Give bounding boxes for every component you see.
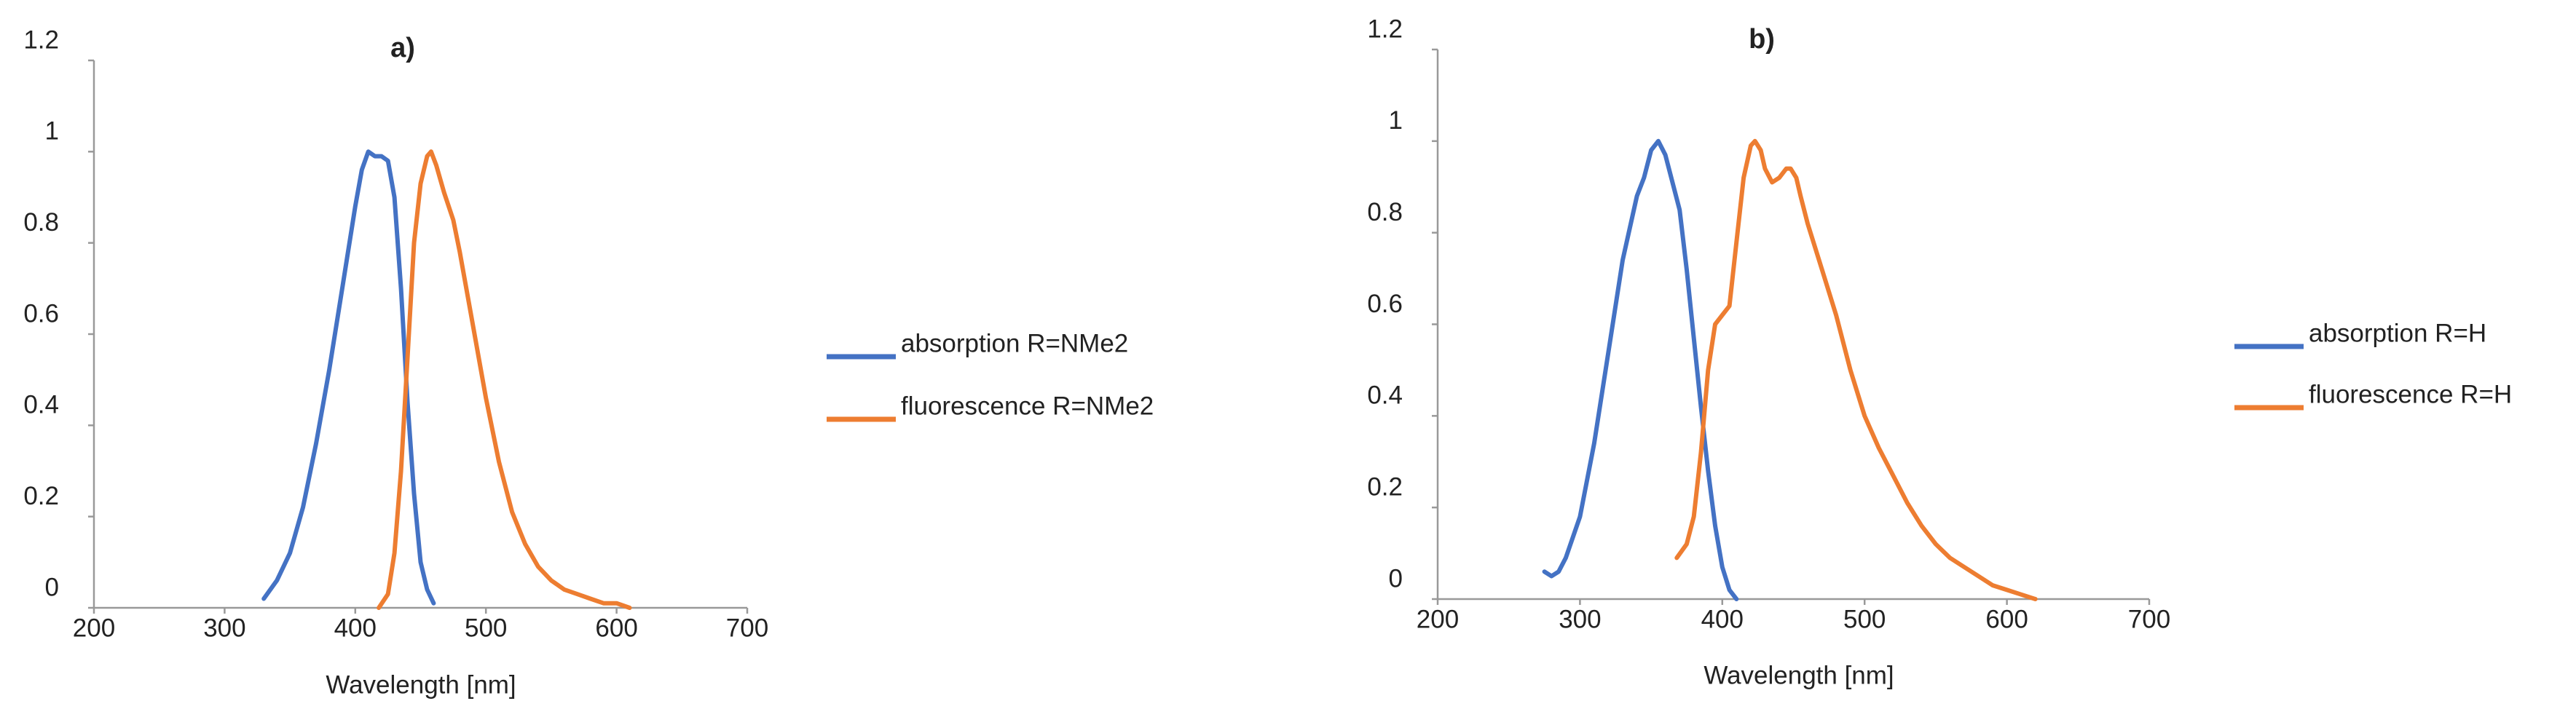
x-tick-label: 600 [1985,605,2028,633]
x-tick-label: 500 [1843,605,1886,633]
x-tick-label: 300 [1559,605,1601,633]
y-tick-label: 0.2 [23,482,59,510]
legend-label: fluorescence R=NMe2 [901,392,1154,420]
y-tick-label: 0 [1389,564,1403,593]
x-tick-label: 400 [1701,605,1744,633]
x-tick-label: 300 [203,614,245,642]
y-tick-label: 0.2 [1367,472,1403,501]
y-tick-label: 0.8 [23,208,59,237]
legend-label: fluorescence R=H [2309,380,2512,408]
x-axis-label: Wavelength [nm] [326,670,516,699]
chart-title: a) [390,33,415,63]
series-line [261,149,436,606]
chart-title: b) [1749,24,1775,55]
x-tick-label: 200 [1417,605,1459,633]
series-line [1542,138,1739,601]
y-tick-label: 0.4 [1367,381,1403,410]
legend-label: absorption R=H [2309,319,2486,347]
series-line [377,149,632,610]
x-tick-label: 700 [726,614,768,642]
legend-label: absorption R=NMe2 [901,329,1128,357]
y-tick-label: 1 [45,117,59,146]
y-tick-label: 0.8 [1367,198,1403,226]
y-tick-label: 0.4 [23,391,59,419]
x-tick-label: 700 [2128,605,2170,633]
y-tick-label: 1.2 [1367,15,1403,43]
y-tick-label: 0.6 [1367,290,1403,318]
y-tick-label: 1.2 [23,25,59,54]
x-axis-label: Wavelength [nm] [1703,661,1894,689]
x-tick-label: 200 [73,614,115,642]
y-tick-label: 0.6 [23,299,59,328]
x-tick-label: 600 [595,614,637,642]
x-tick-label: 400 [334,614,377,642]
y-tick-label: 1 [1389,106,1403,135]
x-tick-label: 500 [465,614,507,642]
y-tick-label: 0 [45,573,59,601]
series-line [1674,138,2038,601]
